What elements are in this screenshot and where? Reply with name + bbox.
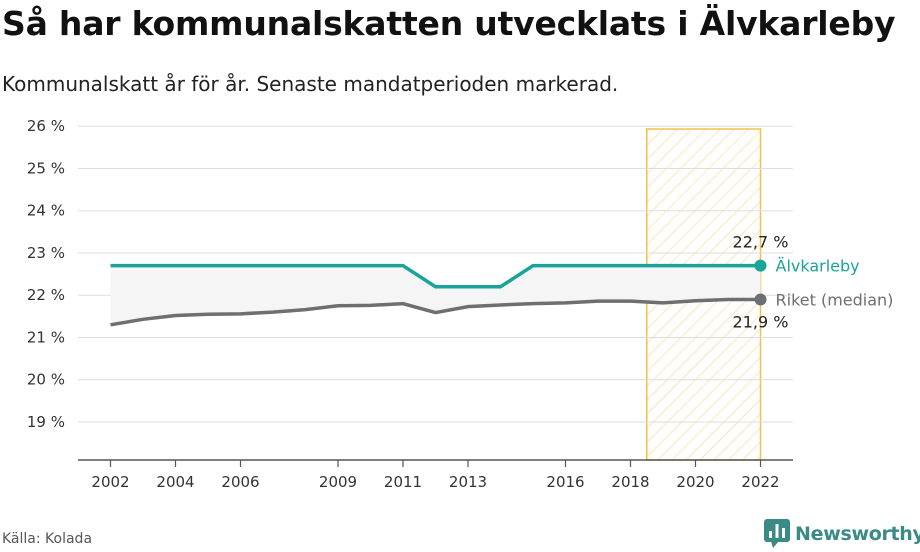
x-tick-label: 2016: [546, 473, 584, 491]
y-tick-label: 20 %: [27, 371, 65, 389]
end-dot-riket: [754, 293, 767, 306]
y-tick-label: 23 %: [27, 244, 65, 262]
y-tick-label: 22 %: [27, 286, 65, 304]
x-tick-label: 2022: [741, 473, 779, 491]
band-layer: [110, 265, 761, 325]
series-label-alvkarleby: Älvkarleby: [776, 257, 860, 276]
y-tick-label: 19 %: [27, 413, 65, 431]
chart-subtitle: Kommunalskatt år för år. Senaste mandatp…: [2, 72, 619, 96]
y-tick-label: 26 %: [27, 117, 65, 135]
brand-logo: Newsworthy: [764, 519, 920, 549]
series-label-riket: Riket (median): [776, 290, 894, 309]
y-tick-label: 21 %: [27, 328, 65, 346]
y-tick-label: 25 %: [27, 159, 65, 177]
newsworthy-logo-icon: [764, 519, 790, 548]
x-tick-label: 2018: [611, 473, 649, 491]
series-layer: [110, 259, 767, 327]
series-gap-band: [110, 265, 761, 325]
x-tick-label: 2009: [319, 473, 357, 491]
axis-layer: 19 % 20 % 21 % 22 % 23 % 24 % 25 % 26 % 2002 2004…: [27, 117, 793, 491]
value-label-alvkarleby: 22,7 %: [733, 233, 789, 252]
brand-name: Newsworthy: [795, 523, 920, 545]
end-dot-alvkarleby: [754, 259, 767, 272]
value-label-riket: 21,9 %: [733, 312, 789, 331]
x-tick-label: 2004: [156, 473, 194, 491]
x-tick-label: 2013: [449, 473, 487, 491]
chart-title: Så har kommunalskatten utvecklats i Älvk…: [2, 4, 896, 43]
y-tick-label: 24 %: [27, 202, 65, 220]
source-note: Källa: Kolada: [2, 531, 93, 547]
x-tick-label: 2020: [676, 473, 714, 491]
x-tick-label: 2002: [91, 473, 129, 491]
x-tick-label: 2006: [221, 473, 259, 491]
label-layer: 22,7 % Älvkarleby Riket (median) 21,9 %: [733, 233, 894, 332]
x-tick-label: 2011: [384, 473, 422, 491]
